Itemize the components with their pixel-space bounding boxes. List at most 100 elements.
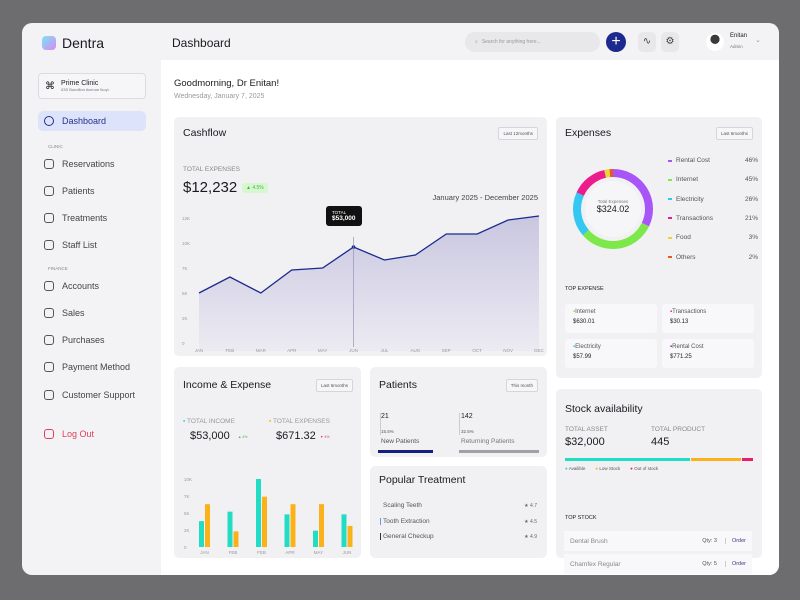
tooltip-label: TOTAL [332, 210, 347, 215]
returning-patients-label: Returning Patients [461, 438, 515, 445]
expenses-donut [573, 169, 653, 249]
sidebar-item-purchases[interactable]: Purchases [38, 330, 146, 350]
treatment-rating: ★ 4.5 [524, 518, 537, 525]
new-patients-pct: 15.5% [381, 429, 394, 434]
sidebar-item-accounts[interactable]: Accounts [38, 276, 146, 296]
treatment-name: Scaling Teeth [383, 502, 422, 509]
gear-icon[interactable]: ⚙ [661, 32, 679, 52]
legend-swatch [668, 198, 672, 201]
x-tick-label: FEB [257, 550, 266, 555]
tooth-logo-icon [42, 36, 56, 50]
stock-name: Chamfex Regular [570, 560, 621, 568]
top-expense-name: Internet [575, 309, 596, 315]
order-button[interactable]: Order [724, 561, 746, 567]
bar-income[interactable] [227, 511, 233, 547]
total-expenses-label: TOTAL EXPENSES [183, 166, 240, 173]
bar-expense[interactable] [205, 504, 210, 547]
bar-expense[interactable] [233, 531, 239, 547]
users-icon [44, 240, 54, 250]
total-expenses-value: $12,232 [183, 179, 238, 196]
product-value: 445 [651, 436, 670, 448]
donut-center-label: Total Expenses [597, 199, 629, 204]
sidebar-item-label: Staff List [62, 240, 97, 250]
calendar-icon [44, 159, 54, 169]
legend-label: Food [676, 234, 691, 242]
user-role: Admin [730, 44, 743, 49]
expenses-filter[interactable]: Last 6months [715, 127, 753, 140]
bar-expense[interactable] [262, 496, 267, 547]
clinic-selector[interactable]: ⌘ Prime Clinic 03S Bundllon Avenue Ikoyi. [38, 73, 146, 99]
income-filter[interactable]: Last 6months [315, 379, 353, 392]
expenses-title: Expenses [565, 127, 612, 139]
legend-label: Transactions [676, 214, 713, 222]
add-button[interactable]: + [606, 32, 626, 52]
area-fill [199, 216, 539, 351]
legend-label: Electricity [676, 195, 704, 203]
income-change: ▲ 4% [238, 435, 248, 439]
new-patients-count: 21 [381, 413, 389, 420]
sidebar-item-customer-support[interactable]: Customer Support [38, 385, 146, 405]
legend-item: Internet 45% [668, 176, 758, 183]
bar-expense[interactable] [290, 504, 296, 547]
date-range: January 2025 - December 2025 [432, 193, 538, 202]
stock-bar-segment [741, 458, 753, 461]
chevron-down-icon[interactable]: ⌄ [755, 37, 761, 44]
app-name: Dentra [62, 35, 105, 51]
treatment-name: General Checkup [380, 533, 434, 540]
chart-tooltip: TOTAL $53,000 [326, 206, 362, 226]
asset-label: TOTAL ASSET [565, 426, 608, 433]
top-expense-name: Transactions [672, 309, 707, 315]
bar-income[interactable] [284, 514, 290, 547]
bar-income[interactable] [313, 530, 318, 547]
expense-change: ▼ 4% [320, 435, 330, 439]
sidebar-item-treatments[interactable]: Treatments [38, 208, 146, 228]
legend-pct: 45% [744, 176, 758, 184]
donut-slice-transactions [576, 169, 607, 196]
patients-filter[interactable]: This month [505, 379, 538, 392]
popular-title: Popular Treatment [379, 474, 466, 486]
top-expense-item: ▪Transactions $30.13 [662, 304, 754, 333]
sidebar-item-patients[interactable]: Patients [38, 181, 146, 201]
search-input[interactable]: ⌕ Search for anything here... [465, 32, 600, 52]
stock-legend-item: ● Low Stock [595, 466, 621, 471]
income-title: Income & Expense [183, 379, 272, 391]
y-tick-label: 2K [182, 316, 188, 321]
avatar[interactable] [706, 33, 724, 51]
income-label: TOTAL INCOME [187, 418, 235, 425]
legend-swatch [668, 256, 672, 258]
x-tick-label: MAY [318, 348, 327, 353]
bar-expense[interactable] [347, 525, 353, 547]
bar-expense[interactable] [319, 504, 324, 547]
top-expense-value: $630.01 [573, 319, 595, 325]
new-patients-bar [378, 450, 433, 453]
current-date: Wednesday, January 7, 2025 [174, 93, 265, 100]
x-tick-label: MAY [314, 550, 323, 555]
cashflow-filter[interactable]: Last 12months [498, 127, 538, 140]
stock-bar-segment [565, 458, 690, 461]
order-button[interactable]: Order [724, 538, 746, 544]
top-expense-value: $57.99 [573, 354, 592, 360]
new-patients-label: New Patients [381, 438, 420, 445]
bar-income[interactable] [256, 479, 261, 547]
search-icon: ⌕ [475, 39, 478, 45]
app-window: Dentra Dashboard ⌘ Prime Clinic 03S Bundll… [22, 23, 779, 575]
sidebar-item-staff-list[interactable]: Staff List [38, 235, 146, 255]
stock-name: Dental Brush [570, 537, 608, 545]
stock-row: Chamfex Regular Qty: 5 Order [564, 554, 752, 574]
sidebar-item-reservations[interactable]: Reservations [38, 154, 146, 174]
y-tick-label: 5K [182, 291, 188, 296]
legend-swatch [668, 159, 672, 162]
sidebar-item-dashboard[interactable]: Dashboard [38, 111, 146, 131]
bar-income[interactable] [341, 514, 347, 547]
logout-button[interactable]: Log Out [38, 424, 146, 444]
legend-swatch [668, 236, 672, 239]
sidebar-item-label: Treatments [62, 213, 108, 223]
y-tick-label: 10K [182, 241, 190, 246]
x-tick-label: FEB [226, 348, 235, 353]
top-expense-name: Rental Cost [672, 344, 704, 350]
sidebar-item-sales[interactable]: Sales [38, 303, 146, 323]
bar-income[interactable] [199, 521, 204, 547]
chart-icon [44, 308, 54, 318]
sidebar-item-payment-method[interactable]: Payment Method [38, 357, 146, 377]
activity-icon[interactable]: ∿ [638, 32, 656, 52]
